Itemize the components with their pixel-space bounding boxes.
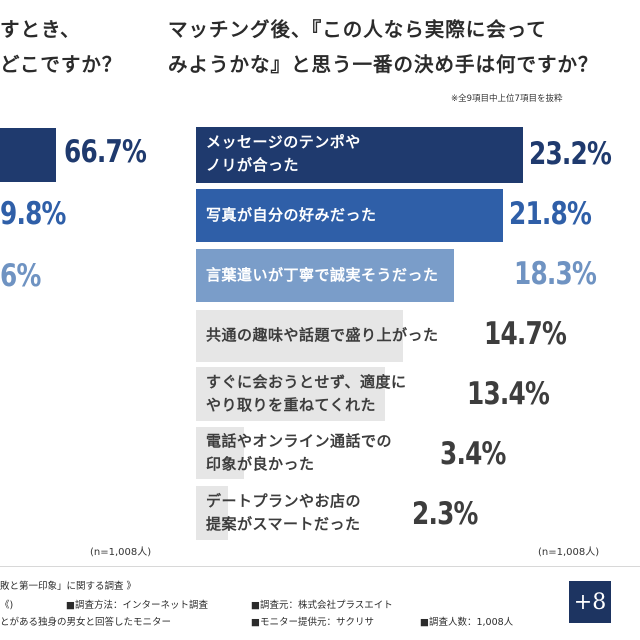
bar-label-1: メッセージのテンポや ノリが合った (206, 131, 361, 177)
left-pct-2: 9.8% (0, 196, 66, 232)
bar-label-1-line1: メッセージのテンポや (206, 133, 361, 151)
bar-label-4-line1: 共通の趣味や話題で盛り上がった (206, 326, 439, 344)
bar-5 (196, 367, 385, 421)
value-label-2: 21.8% (509, 196, 592, 232)
bar-label-6-line1: 電話やオンライン通話での (206, 432, 393, 450)
footer-monitor-provider: ■モニター提供元：サクリサ (251, 617, 374, 628)
value-label-6: 3.4% (440, 436, 506, 472)
left-pct-3: 6% (0, 258, 41, 294)
footer-method: ■調査方法：インターネット調査 (66, 600, 208, 611)
left-bar-1 (0, 128, 56, 182)
footer-period: 《) (0, 600, 14, 611)
footer-target: とがある独身の男女と回答したモニター (0, 617, 172, 628)
bar-label-7-line1: デートプランやお店の (206, 492, 362, 510)
footer-divider (0, 566, 640, 567)
footer-source: ■調査元：株式会社プラスエイト (251, 600, 393, 611)
bar-label-3-line1: 言葉遣いが丁寧で誠実そうだった (206, 266, 439, 284)
footer-survey-name: 敗と第一印象」に関する調査 》 (0, 581, 137, 592)
bar-label-5-line1: すぐに会おうとせず、適度に (206, 373, 407, 391)
footer-sample-size: ■調査人数：1,008人 (420, 617, 514, 628)
value-label-7: 2.3% (412, 496, 478, 532)
bar-label-1-line2: ノリが合った (206, 156, 300, 174)
bar-label-6: 電話やオンライン通話での 印象が良かった (206, 430, 392, 476)
bar-label-7-line2: 提案がスマートだった (206, 515, 361, 533)
left-question-title-line2: どこですか？ (0, 53, 123, 76)
value-label-4: 14.7% (484, 316, 567, 352)
bar-2 (196, 189, 503, 242)
bar-label-3: 言葉遣いが丁寧で誠実そうだった (206, 264, 439, 287)
bar-3 (196, 249, 454, 302)
plus-eight-logo: +8 (569, 581, 611, 623)
bar-7 (196, 486, 228, 540)
bar-label-4: 共通の趣味や話題で盛り上がった (206, 324, 439, 347)
chart-n-label: (n=1,008人) (538, 547, 600, 558)
left-n-label: (n=1,008人) (90, 547, 152, 558)
bar-label-5-line2: やり取りを重ねてくれた (206, 396, 377, 414)
chart-title-line1: マッチング後、『この人なら実際に会って (168, 18, 547, 41)
bar-4 (196, 310, 403, 362)
bar-label-5: すぐに会おうとせず、適度に やり取りを重ねてくれた (206, 371, 406, 417)
bar-label-2: 写真が自分の好みだった (206, 204, 377, 227)
left-pct-1: 66.7% (64, 134, 147, 170)
value-label-1: 23.2% (529, 136, 612, 172)
bar-label-7: デートプランやお店の 提案がスマートだった (206, 490, 361, 536)
bar-1 (196, 127, 523, 183)
bar-6 (196, 427, 244, 479)
chart-title-line2: みようかな』と思う一番の決め手は何ですか？ (168, 53, 599, 76)
bar-label-2-line1: 写真が自分の好みだった (206, 206, 377, 224)
left-question-title-line1: すとき、 (0, 18, 81, 41)
value-label-5: 13.4% (467, 376, 550, 412)
value-label-3: 18.3% (514, 256, 597, 292)
bar-label-6-line2: 印象が良かった (206, 455, 315, 473)
chart-note: ※全9項目中上位7項目を抜粋 (451, 94, 563, 104)
